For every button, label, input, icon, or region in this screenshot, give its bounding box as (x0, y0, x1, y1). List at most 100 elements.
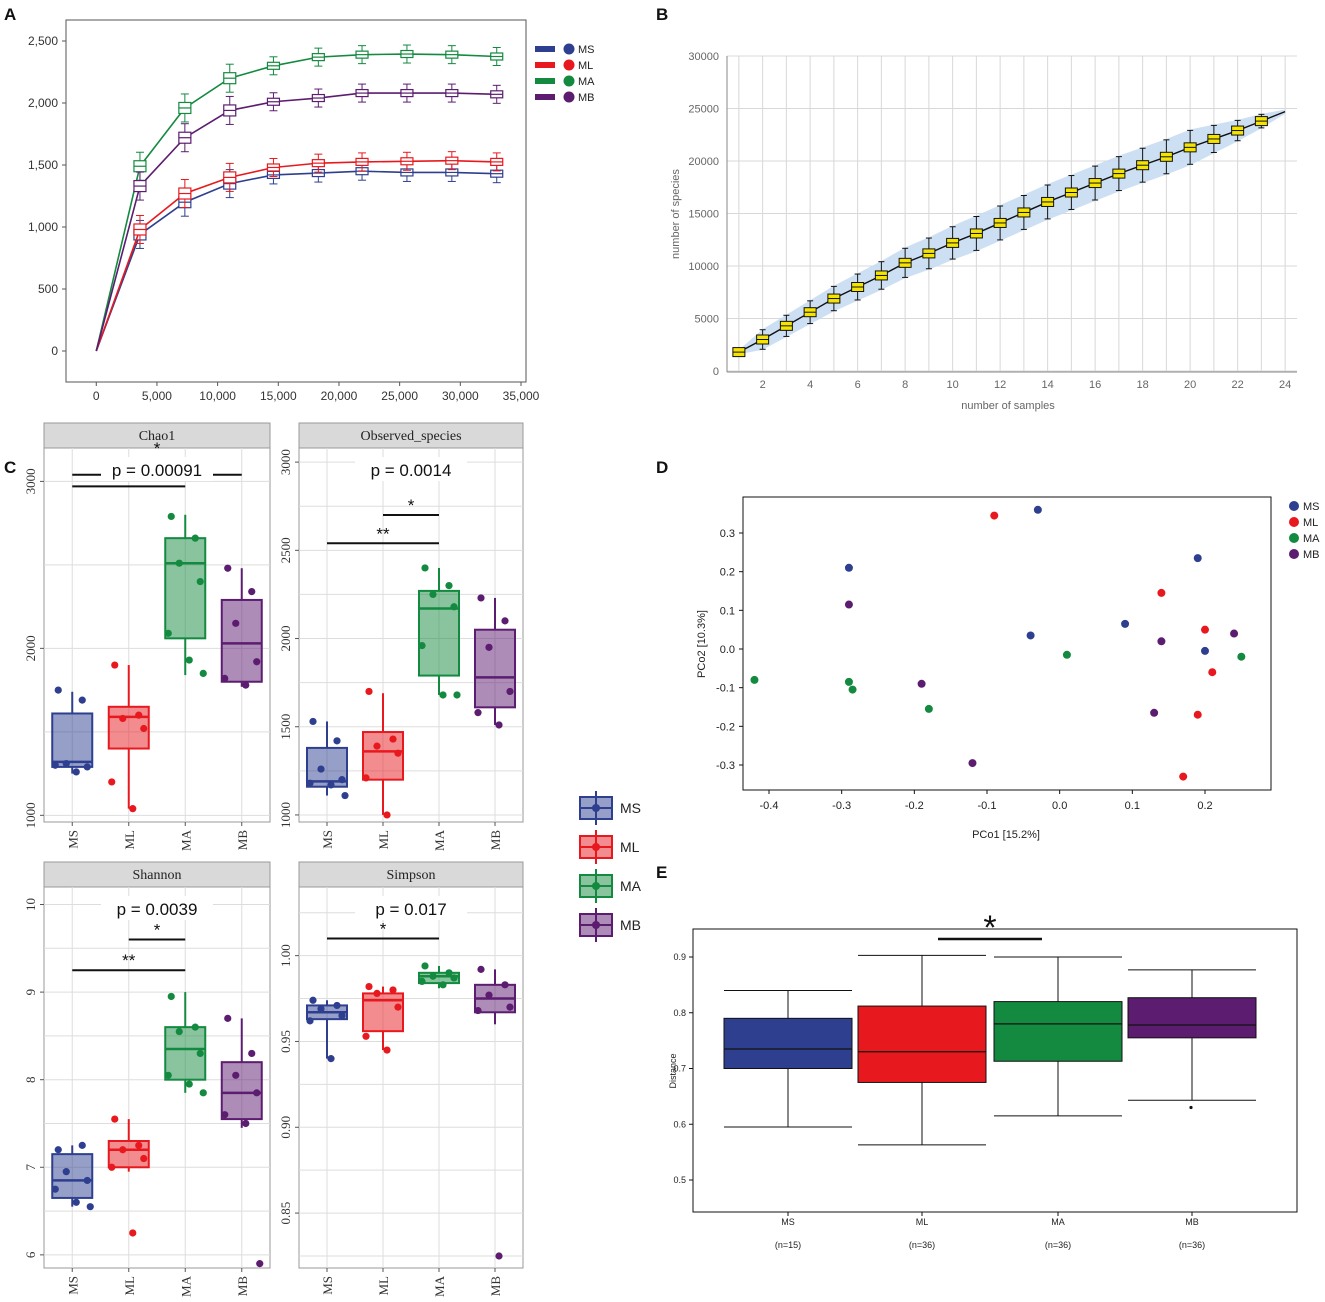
data-point (477, 965, 485, 973)
legend-label: ML (620, 839, 640, 855)
x-tick-label: ML (376, 830, 391, 850)
legend-label-mb: MB (578, 92, 595, 104)
x-tick-label: 14 (1042, 379, 1054, 391)
data-point (221, 674, 229, 683)
data-point (1201, 646, 1209, 655)
series-line (95, 170, 497, 352)
y-tick-label: 7 (23, 1164, 38, 1171)
legend-dot-ma (1289, 533, 1299, 543)
y-tick-label: -0.2 (716, 721, 735, 733)
x-tick-label: MS (320, 830, 335, 849)
y-tick-label: -0.1 (716, 683, 735, 695)
data-box (474, 628, 516, 709)
legend-label-ms: MS (578, 44, 595, 56)
data-point (167, 512, 175, 521)
data-point (1193, 554, 1202, 563)
data-point (362, 774, 370, 782)
data-point (968, 759, 977, 768)
data-point (495, 1252, 503, 1260)
x-tick-label: MA (1051, 1217, 1065, 1227)
data-box (51, 1153, 94, 1199)
y-tick-label: 0.0 (720, 644, 735, 656)
data-point (135, 711, 143, 719)
y-tick-label: 10 (23, 898, 38, 911)
data-point (750, 675, 759, 684)
x-tick-label: 15,000 (260, 389, 297, 403)
legend-label-ml: ML (578, 60, 593, 72)
legend-label-ml: ML (1303, 517, 1318, 529)
data-point (418, 641, 426, 650)
x-tick-label: ML (376, 1276, 391, 1296)
data-point (140, 1154, 148, 1163)
data-point (196, 577, 204, 586)
data-point (1157, 588, 1166, 597)
y-tick-label: -0.3 (716, 760, 735, 772)
legend-label: MB (620, 917, 641, 933)
data-point (309, 996, 317, 1004)
data-point (317, 1005, 325, 1013)
data-point (242, 1119, 250, 1128)
facet-strip (298, 861, 524, 888)
data-point (248, 587, 256, 596)
legend-item-mb: MB (579, 908, 641, 942)
data-box (418, 971, 460, 985)
y-tick-label: 10000 (688, 261, 719, 273)
y-tick-label: 1500 (278, 714, 293, 740)
data-point (439, 691, 447, 699)
panel-letter-c: C (4, 458, 16, 477)
x-tick-label: 0.0 (1052, 800, 1067, 812)
data-point (54, 1146, 62, 1154)
y-tick-label: 0.95 (278, 1030, 293, 1053)
legend-swatch-ms (535, 46, 555, 52)
y-tick-label: 2000 (278, 626, 293, 652)
x-tick-label: MB (235, 830, 250, 851)
x-tick-label: 22 (1232, 379, 1244, 391)
y-axis-label: Distance (668, 1053, 678, 1088)
legend-dot (592, 843, 600, 851)
significance-label: * (983, 909, 996, 947)
data-point (129, 805, 137, 813)
data-point (306, 1017, 314, 1025)
data-point (129, 1229, 137, 1237)
data-point (108, 1163, 116, 1171)
legend-dot-mb (1289, 549, 1299, 559)
data-point (119, 714, 127, 723)
x-tick-label: MS (320, 1276, 335, 1295)
x-tick-label: 16 (1089, 379, 1101, 391)
significance-label: * (154, 921, 161, 940)
data-point (421, 564, 429, 572)
y-tick-label: 1.00 (278, 944, 293, 967)
series-ml (95, 151, 504, 352)
x-tick-label: 12 (994, 379, 1006, 391)
data-point (338, 1012, 346, 1020)
x-tick-label: 8 (902, 379, 908, 391)
y-tick-label: 2,500 (28, 34, 58, 48)
x-tick-label: MB (488, 1276, 503, 1297)
panel-letter-b: B (656, 5, 668, 24)
data-point (924, 704, 933, 713)
data-point (327, 1055, 335, 1063)
data-point (253, 658, 261, 666)
y-tick-label: 0.2 (720, 567, 735, 579)
y-tick-label: 0.3 (720, 528, 735, 540)
p-value: p = 0.017 (375, 900, 446, 919)
facet-title: Shannon (133, 868, 182, 883)
legend-dot (592, 921, 600, 929)
legend-label-ms: MS (1303, 501, 1320, 513)
y-tick-label: 5000 (695, 314, 719, 326)
y-tick-label: 0 (51, 344, 58, 358)
y-axis-label: PCo2 [10.3%] (696, 610, 708, 678)
data-point (333, 1001, 341, 1010)
data-point (848, 685, 857, 694)
x-tick-label: 35,000 (503, 389, 540, 403)
data-point (844, 677, 853, 686)
x-tick-label: MS (65, 830, 80, 849)
y-tick-label: 9 (23, 989, 38, 996)
y-tick-label: 0.9 (673, 952, 686, 962)
data-point (429, 590, 437, 599)
y-tick-label: 0.7 (673, 1064, 686, 1074)
data-point (506, 1003, 514, 1011)
x-tick-label: 0.2 (1197, 800, 1212, 812)
data-point (341, 791, 349, 800)
data-point (83, 763, 91, 771)
